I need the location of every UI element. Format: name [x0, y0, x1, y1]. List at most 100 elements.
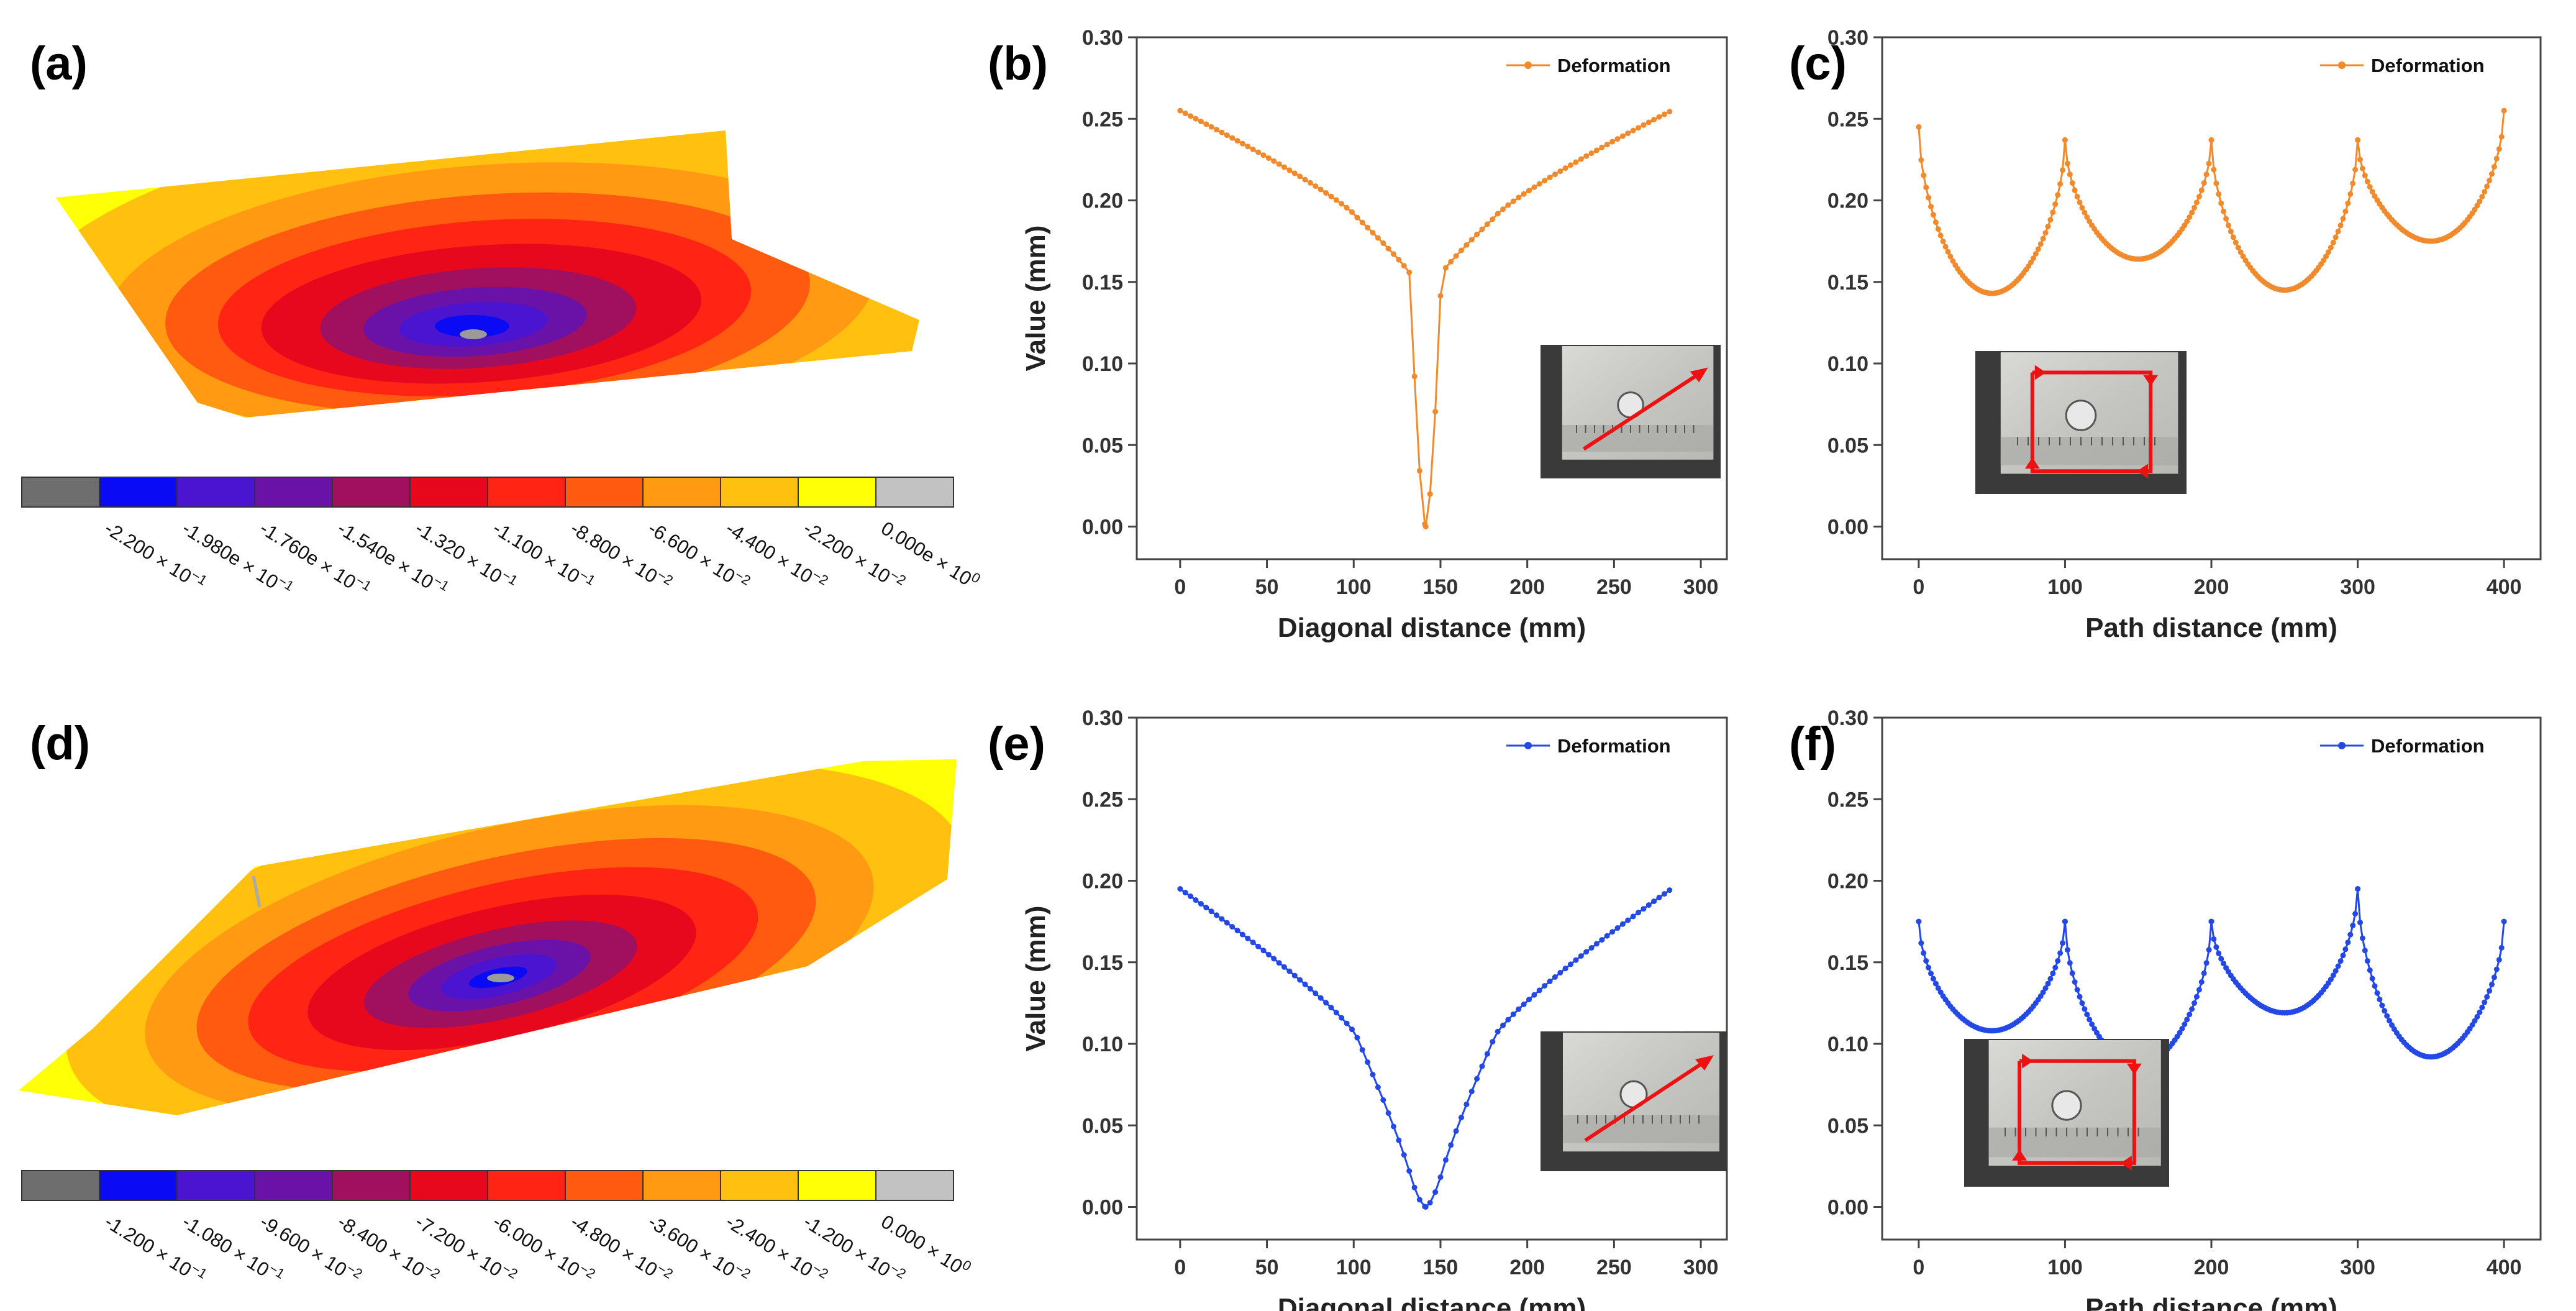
data-point: [1323, 190, 1329, 196]
data-point: [1641, 906, 1647, 912]
data-point: [2491, 974, 2497, 980]
data-point: [1625, 917, 1631, 923]
data-point: [1625, 130, 1631, 137]
data-point: [2487, 988, 2493, 994]
data-point: [1916, 918, 1922, 925]
data-point: [1510, 198, 1516, 204]
data-point: [2040, 235, 2046, 242]
x-tick-label: 400: [2487, 1256, 2522, 1279]
data-point: [2042, 230, 2049, 236]
panel-a: (a) -2.200 × 10−1-1.980e × 10−1-1.760e ×…: [21, 37, 983, 601]
data-point: [2345, 939, 2351, 946]
x-tick-label: 50: [1255, 1256, 1279, 1279]
data-point: [1370, 1072, 1376, 1077]
colorbar-d: -1.200 × 10−1-1.080 × 10−1-9.600 × 10−2-…: [21, 1170, 974, 1289]
data-point: [1932, 980, 1939, 987]
data-point: [2489, 171, 2495, 177]
y-tick-label: 0.15: [1827, 271, 1868, 295]
panel-c-letter: (c): [1789, 37, 1847, 90]
data-point: [1229, 135, 1236, 141]
data-point: [2184, 1016, 2190, 1023]
data-point: [2479, 194, 2485, 200]
data-point: [2216, 191, 2222, 197]
data-point: [2342, 946, 2349, 952]
colorbar-swatch: [720, 477, 799, 508]
data-point: [2064, 160, 2070, 167]
data-point: [2367, 967, 2373, 973]
y-tick-label: 0.05: [1082, 1114, 1123, 1138]
data-point: [1609, 139, 1616, 145]
data-point: [2050, 209, 2056, 216]
data-point: [1562, 966, 1568, 972]
data-point: [1578, 156, 1584, 162]
data-point: [2350, 180, 2356, 186]
data-point: [2077, 994, 2083, 1000]
data-point: [1432, 409, 1439, 414]
data-point: [2384, 1013, 2390, 1019]
data-point: [2208, 918, 2214, 925]
data-point: [1286, 167, 1293, 173]
data-point: [2330, 239, 2336, 245]
y-tick-label: 0.15: [1082, 951, 1123, 975]
data-point: [1656, 895, 1662, 900]
data-point: [2067, 171, 2073, 178]
data-point: [2347, 931, 2354, 938]
data-point: [1479, 226, 1485, 232]
data-point: [1500, 1022, 1506, 1028]
data-point: [2477, 1009, 2483, 1015]
x-axis-title: Diagonal distance (mm): [1278, 613, 1586, 643]
data-point: [2340, 952, 2346, 959]
data-point: [1411, 1184, 1418, 1190]
panel-d: (d) -1.200 × 10−1-1.080 × 10−1-9.600 × 1…: [19, 717, 974, 1289]
sample-photo-inset: [1541, 1031, 1727, 1171]
x-axis-title: Path distance (mm): [2085, 613, 2337, 643]
x-tick-label: 100: [1336, 1256, 1372, 1279]
data-point: [2328, 244, 2334, 250]
data-point: [1313, 183, 1319, 190]
data-point: [2028, 259, 2034, 265]
data-point: [1474, 231, 1480, 237]
data-point: [2037, 241, 2044, 247]
data-point: [2077, 199, 2083, 206]
data-point: [1245, 935, 1251, 941]
data-point: [1588, 945, 1595, 951]
data-point: [1422, 524, 1429, 529]
data-point: [2062, 137, 2068, 143]
data-point: [2496, 957, 2502, 963]
data-point: [2060, 167, 2065, 173]
panel-a-letter: (a): [30, 37, 88, 90]
chart-b: (b) 0.00 0.05 0.10 0.15 0.20 0.25 0.30 0 50 100 150…: [988, 26, 1728, 643]
legend-label: Deformation: [2371, 735, 2485, 757]
data-point: [2184, 218, 2190, 224]
data-point: [1265, 951, 1272, 957]
data-point: [2052, 201, 2059, 208]
data-point: [2221, 961, 2227, 967]
colorbar-swatch: [565, 1170, 644, 1201]
data-point: [1926, 964, 1932, 971]
data-point: [2091, 1026, 2098, 1032]
y-tick-label: 0.10: [1082, 352, 1123, 376]
legend-label: Deformation: [1557, 735, 1671, 757]
data-point: [1239, 140, 1245, 147]
colorbar-swatch: [99, 477, 178, 508]
data-point: [2474, 1013, 2480, 1020]
data-point: [1500, 206, 1506, 212]
data-point: [1937, 232, 1944, 239]
data-point: [2052, 964, 2059, 971]
data-point: [1918, 157, 1924, 163]
data-point: [1401, 1152, 1407, 1158]
data-point: [1380, 1097, 1386, 1103]
x-tick-label: 150: [1423, 575, 1459, 599]
data-point: [2325, 249, 2331, 255]
data-point: [2069, 180, 2075, 186]
colorbar-swatch: [720, 1170, 799, 1201]
data-point: [2359, 935, 2365, 941]
y-axis-title: Value (mm): [1021, 226, 1051, 372]
y-tick-label: 0.30: [1827, 26, 1868, 50]
data-point: [1328, 193, 1334, 199]
data-point: [1276, 960, 1282, 966]
data-point: [1536, 181, 1542, 187]
data-point: [1463, 1101, 1470, 1107]
data-point: [2223, 216, 2229, 222]
